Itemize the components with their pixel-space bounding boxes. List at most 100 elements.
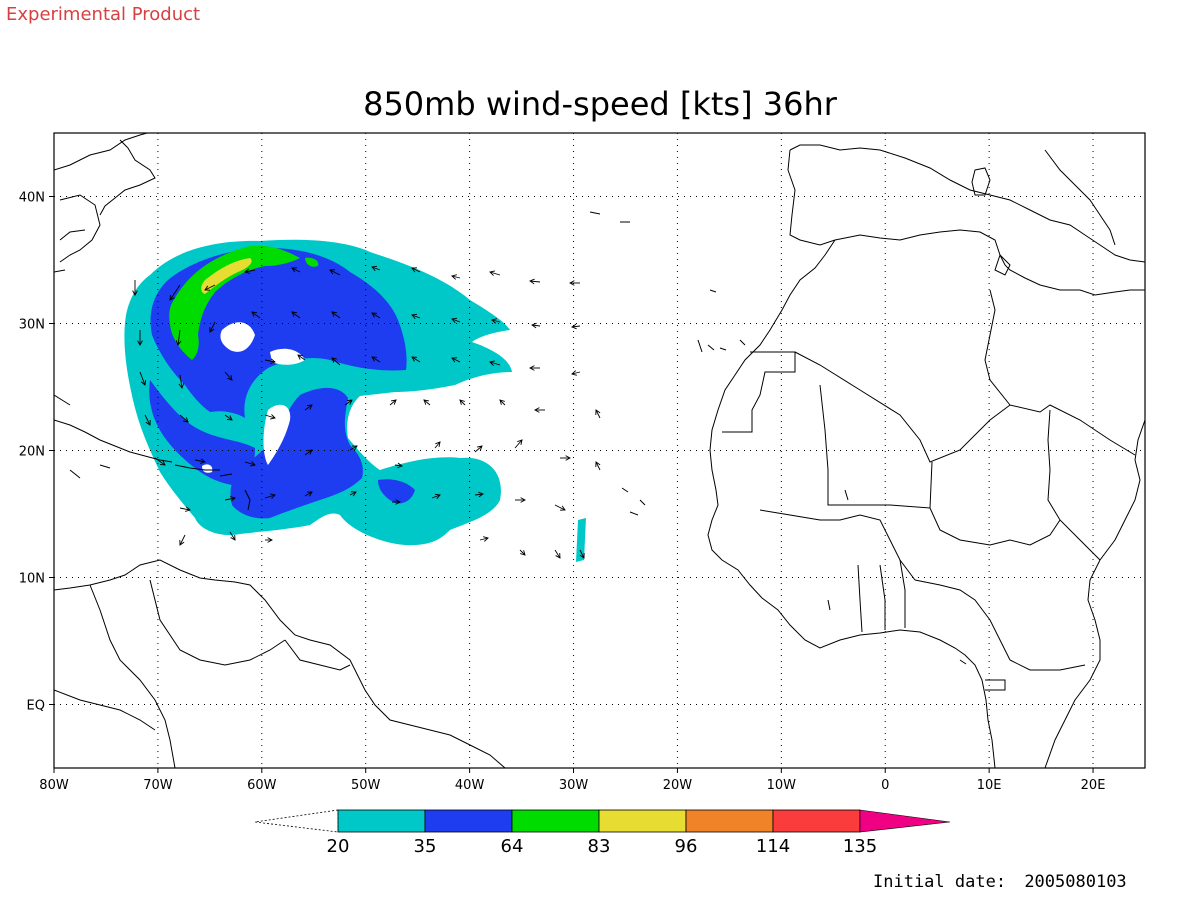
wind-arrow (144, 414, 151, 426)
wind-arrow (569, 280, 580, 286)
wind-arrow (264, 358, 276, 364)
initial-date-value: 2005080103 (1024, 872, 1126, 892)
colorbar-swatch (598, 809, 687, 833)
wind-arrow (515, 497, 526, 503)
wind-arrow (529, 278, 541, 285)
wind-arrow (264, 414, 276, 420)
wind-arrow (229, 531, 236, 541)
wind-arrow (595, 409, 601, 419)
product-label: Experimental Product (6, 4, 200, 25)
map-panel: 80W 70W 60W 50W 40W 30W 20W 10W 0 10E 20E 40N 30N 20… (19, 132, 1146, 793)
wind-arrow (474, 445, 483, 453)
wind-arrow (389, 399, 397, 406)
wind-arrow (329, 269, 341, 276)
wind-arrow (169, 284, 181, 301)
wind-shading-83-96 (201, 258, 252, 294)
colorbar-swatch (337, 809, 426, 833)
wind-arrow (371, 356, 381, 363)
wind-arrow (560, 455, 571, 461)
x-tick-label: 20E (1081, 778, 1106, 793)
wind-arrow (265, 537, 273, 543)
wind-arrow (519, 549, 526, 556)
y-tick-label: 40N (19, 191, 45, 206)
wind-arrow (394, 462, 403, 469)
colorbar-over-arrow (859, 809, 951, 833)
y-tick-label: EQ (27, 699, 45, 714)
wind-arrow (554, 549, 561, 559)
wind-arrow (514, 439, 523, 449)
colorbar-level-label: 83 (588, 836, 611, 857)
colorbar-level-label: 114 (756, 836, 790, 857)
wind-arrow (224, 414, 233, 421)
wind-arrow (179, 414, 189, 423)
wind-arrow (499, 399, 506, 406)
x-tick-label: 30W (559, 778, 589, 793)
map-title: 850mb wind-speed [kts] 36hr (363, 85, 838, 123)
wind-arrow (331, 357, 341, 366)
wind-arrow (459, 399, 466, 406)
colorbar-level-label: 20 (327, 836, 350, 857)
wind-arrow (175, 329, 182, 346)
wind-arrow (179, 534, 186, 546)
wind-arrow (209, 321, 216, 333)
wind-arrow (304, 449, 313, 456)
wind-arrow (491, 318, 501, 324)
coastlines (54, 133, 1145, 768)
wind-arrow (489, 270, 501, 276)
wind-arrow (531, 322, 541, 329)
wind-arrow (304, 404, 313, 411)
wind-arrow (179, 506, 191, 512)
colorbar-swatch (685, 809, 774, 833)
colorbar: 20 35 64 83 96 114 135 (254, 809, 951, 857)
wind-arrow (411, 356, 421, 363)
wind-arrow (489, 360, 501, 366)
wind-arrow (554, 504, 566, 511)
wind-arrow (224, 496, 236, 502)
initial-date-label: Initial date: (873, 872, 1006, 892)
x-tick-label: 40W (455, 778, 485, 793)
wind-arrow (434, 441, 441, 449)
wind-arrow (139, 371, 147, 386)
wind-shading-64-83 (169, 245, 319, 360)
wind-arrow (474, 491, 484, 498)
wind-arrow (244, 461, 256, 467)
wind-arrow (534, 407, 545, 413)
wind-arrow (451, 357, 461, 363)
wind-arrow (479, 536, 489, 542)
wind-arrow (349, 491, 357, 497)
x-tick-label: 60W (247, 778, 277, 793)
wind-arrow (304, 491, 313, 497)
colorbar-swatch (511, 809, 600, 833)
x-tick-label: 70W (143, 778, 173, 793)
wind-arrow (178, 374, 185, 389)
wind-arrow (571, 370, 581, 376)
colorbar-level-label: 135 (843, 836, 877, 857)
colorbar-level-label: 64 (501, 836, 524, 857)
colorbar-level-label: 35 (414, 836, 437, 857)
wind-arrow (132, 280, 138, 296)
wind-arrow (579, 549, 585, 559)
y-axis-labels: 40N 30N 20N 10N EQ (19, 191, 54, 714)
y-tick-label: 30N (19, 318, 45, 333)
wind-arrow (411, 313, 421, 320)
initial-date-text: Initial date: 2005080103 (873, 872, 1127, 892)
x-axis-labels: 80W 70W 60W 50W 40W 30W 20W 10W 0 10E 20E (39, 768, 1105, 793)
colorbar-level-label: 96 (675, 836, 698, 857)
x-tick-label: 20W (663, 778, 693, 793)
wind-arrow (291, 311, 301, 319)
y-tick-label: 20N (19, 445, 45, 460)
wind-arrow (595, 461, 601, 471)
y-tick-label: 10N (19, 572, 45, 587)
wind-arrow (423, 399, 431, 406)
wind-arrow (137, 330, 143, 346)
wind-arrow (291, 267, 301, 273)
x-tick-label: 10E (977, 778, 1002, 793)
colorbar-swatch (772, 809, 861, 833)
wind-arrow (297, 354, 306, 361)
wind-arrow (331, 311, 341, 319)
x-tick-label: 10W (767, 778, 797, 793)
wind-arrow (194, 458, 206, 464)
x-tick-label: 80W (39, 778, 69, 793)
wind-arrow (571, 323, 581, 330)
colorbar-swatch (424, 809, 513, 833)
